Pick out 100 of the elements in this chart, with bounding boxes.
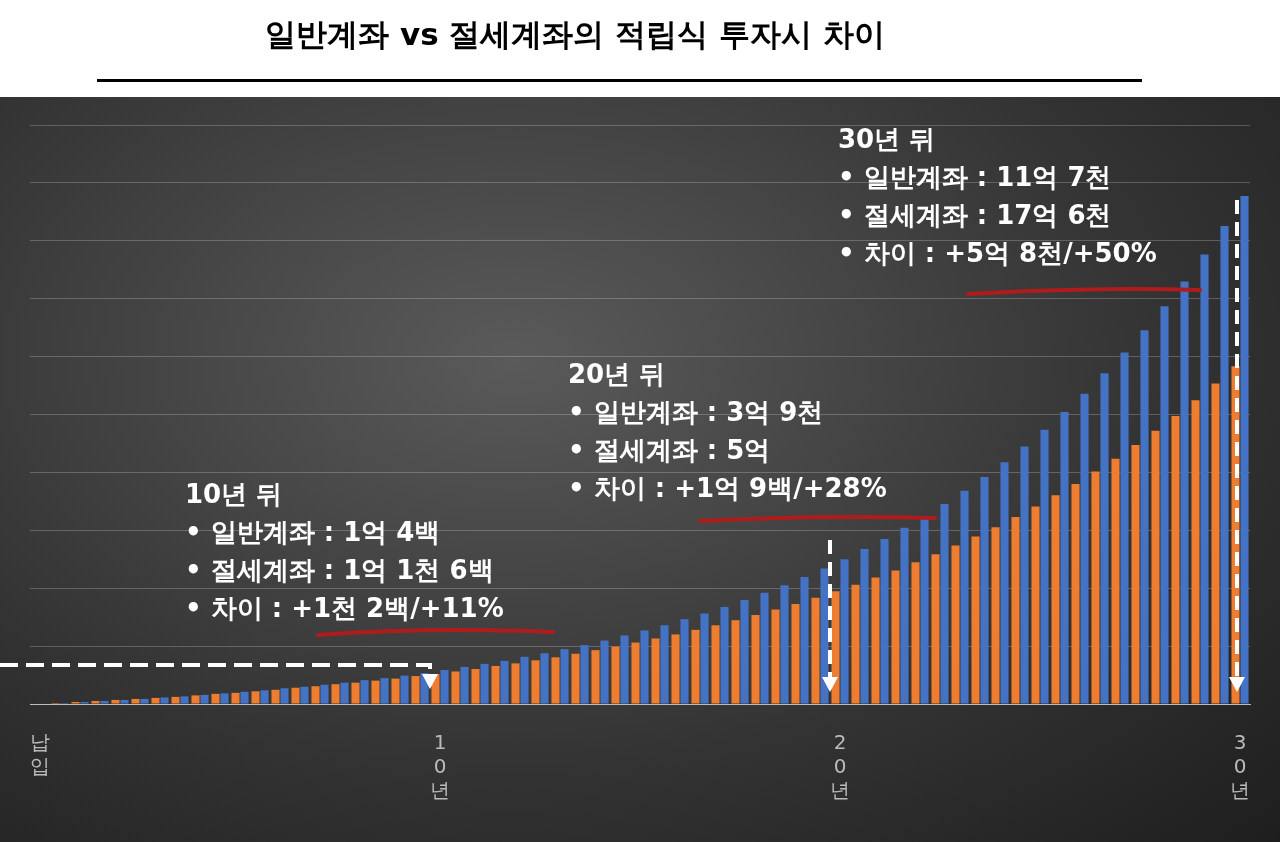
- bar: [951, 545, 960, 704]
- bar: [391, 678, 400, 704]
- bar: [131, 698, 140, 704]
- bar: [771, 609, 780, 704]
- bar: [860, 549, 869, 704]
- bar: [891, 570, 900, 704]
- bar: [491, 665, 500, 704]
- bar: [691, 629, 700, 704]
- bar: [460, 666, 469, 704]
- bar: [231, 692, 240, 704]
- annotation: 10년 뒤 • 일반계좌 : 1억 4백 • 절세계좌 : 1억 1천 6백 • 차이 : +1천 2백/+11%: [185, 478, 504, 625]
- bar: [1180, 281, 1189, 704]
- bar: [1160, 306, 1169, 704]
- bar: [280, 688, 289, 704]
- bar: [780, 585, 789, 704]
- bar: [240, 691, 249, 704]
- bar: [551, 657, 560, 704]
- bar: [1140, 330, 1149, 704]
- bar: [1100, 373, 1109, 704]
- x-tick-label: 납입: [30, 730, 50, 779]
- bar: [631, 642, 640, 704]
- bar: [300, 686, 309, 704]
- bar: [731, 620, 740, 704]
- bar: [1091, 471, 1100, 704]
- bar: [511, 663, 520, 704]
- bar: [151, 697, 160, 704]
- bar: [751, 615, 760, 704]
- bar: [171, 696, 180, 704]
- bar: [791, 603, 800, 704]
- bar: [1020, 446, 1029, 704]
- bar: [520, 656, 529, 704]
- bar: [360, 680, 369, 704]
- bar: [911, 562, 920, 704]
- bar: [180, 696, 189, 704]
- bar: [411, 676, 420, 704]
- bar: [1060, 411, 1069, 704]
- bar: [540, 653, 549, 704]
- bar: [611, 646, 620, 704]
- bar: [331, 684, 340, 704]
- bar: [1000, 462, 1009, 704]
- bar: [571, 653, 580, 704]
- bar: [200, 694, 209, 704]
- bar: [340, 682, 349, 704]
- bar: [851, 584, 860, 704]
- bar: [480, 663, 489, 704]
- bar: [440, 669, 449, 704]
- bar: [971, 536, 980, 704]
- bar: [1131, 444, 1140, 704]
- x-tick-label: 20년: [830, 730, 850, 803]
- bar: [1120, 352, 1129, 704]
- bar: [620, 635, 629, 704]
- bar: [211, 693, 220, 704]
- bar: [1040, 429, 1049, 704]
- bar: [960, 490, 969, 704]
- bar: [991, 527, 1000, 704]
- bar: [740, 599, 749, 704]
- bar: [660, 625, 669, 704]
- bar: [560, 649, 569, 704]
- bar: [720, 606, 729, 704]
- bar: [371, 680, 380, 704]
- x-tick-label: 10년: [430, 730, 450, 803]
- bar: [651, 638, 660, 704]
- bar: [1220, 226, 1229, 704]
- bar: [291, 687, 300, 704]
- bar: [931, 554, 940, 704]
- annotation: 30년 뒤 • 일반계좌 : 11억 7천 • 절세계좌 : 17억 6천 • 차이 : +5억 8천/+50%: [838, 123, 1157, 270]
- bar: [1191, 400, 1200, 704]
- chart-title: 일반계좌 vs 절세계좌의 적립식 투자시 차이: [264, 15, 886, 54]
- bar: [1111, 458, 1120, 704]
- bar: [591, 650, 600, 704]
- bar: [451, 671, 460, 704]
- bar: [940, 503, 949, 704]
- bar: [120, 699, 129, 704]
- bar: [800, 577, 809, 704]
- bar: [1080, 393, 1089, 704]
- bar: [140, 698, 149, 704]
- bar: [1011, 517, 1020, 704]
- bar: [760, 592, 769, 704]
- bar: [840, 559, 849, 704]
- bar: [500, 660, 509, 704]
- bar: [1051, 495, 1060, 704]
- bar: [640, 630, 649, 704]
- bar: [600, 640, 609, 704]
- bar: [160, 697, 169, 704]
- bar: [680, 619, 689, 704]
- bar: [1071, 484, 1080, 704]
- bar: [531, 660, 540, 704]
- bar: [100, 700, 109, 704]
- bar: [580, 645, 589, 704]
- bar: [811, 597, 820, 704]
- bar: [671, 634, 680, 704]
- bar: [91, 700, 100, 704]
- bar: [1151, 430, 1160, 704]
- bar: [320, 684, 329, 704]
- bar: [251, 691, 260, 704]
- bar: [1200, 254, 1209, 704]
- bar: [1031, 506, 1040, 704]
- bar: [1171, 416, 1180, 704]
- bar: [380, 678, 389, 704]
- bar: [1211, 383, 1220, 704]
